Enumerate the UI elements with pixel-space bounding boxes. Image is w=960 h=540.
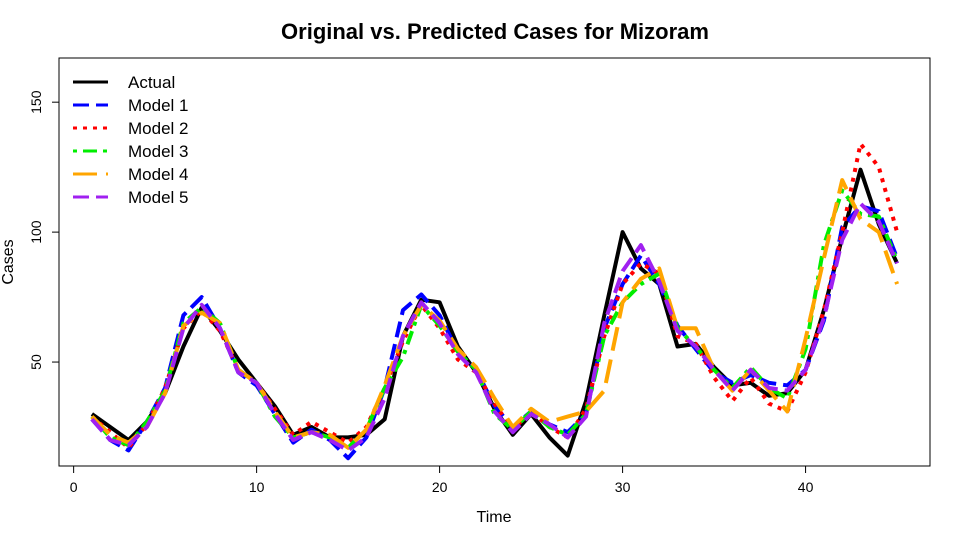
legend: Actual Model 1 Model 2 Model 3 Model 4 Model …: [73, 73, 188, 207]
series-line-model-2: [90, 141, 900, 450]
x-tick-label: 0: [70, 479, 78, 495]
legend-label-model-2: Model 2: [128, 119, 188, 138]
x-axis-label: Time: [477, 509, 512, 526]
series-line-model-5: [90, 201, 899, 453]
series-line-model-1: [90, 204, 899, 461]
y-tick-label: 50: [28, 354, 44, 370]
legend-label-model-1: Model 1: [128, 96, 188, 115]
y-axis-label: Cases: [0, 239, 17, 284]
y-tick-label: 100: [28, 220, 44, 244]
legend-label-actual: Actual: [128, 73, 175, 92]
legend-label-model-4: Model 4: [128, 165, 188, 184]
legend-label-model-5: Model 5: [128, 188, 188, 207]
x-axis: 0 10 20 30 40: [70, 465, 814, 495]
y-tick-label: 150: [28, 90, 44, 114]
x-tick-label: 30: [615, 479, 631, 495]
series-layer: [90, 141, 900, 461]
x-tick-label: 10: [249, 479, 265, 495]
x-tick-label: 40: [798, 479, 814, 495]
y-axis: 50 100 150: [28, 90, 60, 370]
series-line-model-4: [90, 178, 899, 450]
x-tick-label: 20: [432, 479, 448, 495]
chart-title: Original vs. Predicted Cases for Mizoram: [281, 19, 709, 44]
legend-label-model-3: Model 3: [128, 142, 188, 161]
